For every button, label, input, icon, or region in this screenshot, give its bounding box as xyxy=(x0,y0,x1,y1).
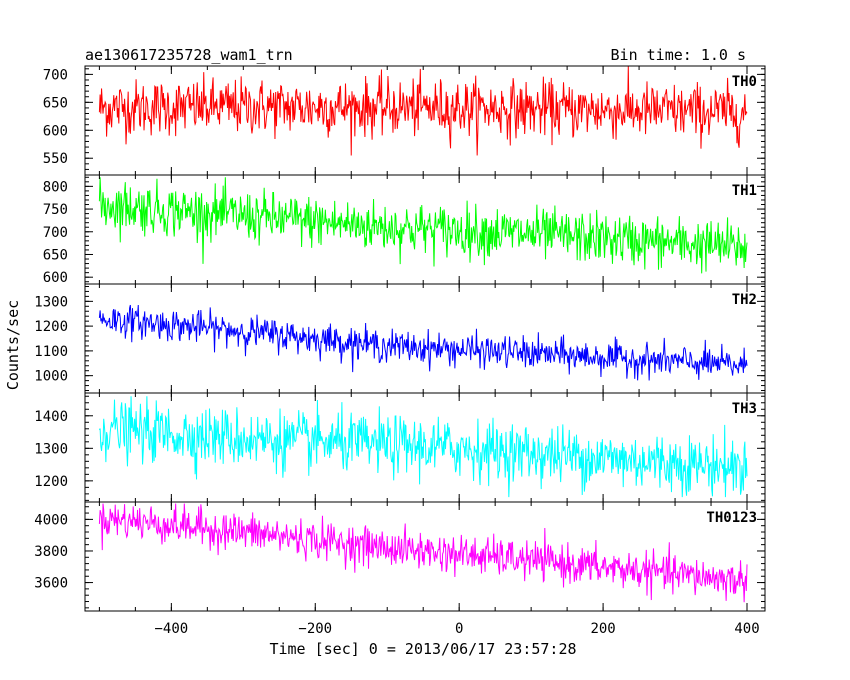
x-axis-label: Time [sec] 0 = 2013/06/17 23:57:28 xyxy=(269,640,576,658)
y-tick-label: 1200 xyxy=(34,319,68,335)
panel-label: TH0 xyxy=(732,74,757,90)
panel-th1: 600 650 700 750 800 TH1 xyxy=(43,174,766,286)
panel-th3: 1200 1300 1400 TH3 xyxy=(34,392,766,503)
y-tick-label: 1400 xyxy=(34,409,68,425)
y-tick-label: 700 xyxy=(43,225,68,241)
panel-label: TH2 xyxy=(732,292,757,308)
panel-frame xyxy=(84,501,766,612)
y-tick-label: 650 xyxy=(43,247,68,263)
panel-th0: 550 600 650 700 TH0 xyxy=(43,65,766,176)
y-tick-label: 600 xyxy=(43,270,68,286)
panel-label: TH3 xyxy=(732,401,757,417)
panel-frame xyxy=(84,283,766,394)
y-tick-label: 1000 xyxy=(34,369,68,385)
y-axis-label: Counts/sec xyxy=(4,300,22,390)
y-tick-label: 1300 xyxy=(34,294,68,310)
panel-th0123: 3600 3800 4000 TH0123 −400 −200 0 200 400 xyxy=(34,501,766,637)
y-tick-label: 1200 xyxy=(34,474,68,490)
y-tick-label: 800 xyxy=(43,179,68,195)
y-tick-label: 1100 xyxy=(34,344,68,360)
y-tick-label: 600 xyxy=(43,123,68,139)
y-tick-label: 4000 xyxy=(34,512,68,528)
x-tick-label: 0 xyxy=(455,621,463,637)
panel-label: TH0123 xyxy=(706,510,757,526)
series-th2 xyxy=(98,304,748,381)
y-tick-label: 1300 xyxy=(34,441,68,457)
series-th0123 xyxy=(98,503,748,603)
y-tick-label: 700 xyxy=(43,67,68,83)
panel-label: TH1 xyxy=(732,183,757,199)
y-tick-label: 3600 xyxy=(34,576,68,592)
y-tick-label: 750 xyxy=(43,202,68,218)
series-th1 xyxy=(98,177,748,274)
panels: 550 600 650 700 TH0 600 650 700 750 800 TH1 1000 110… xyxy=(34,65,766,637)
series-th3 xyxy=(98,396,748,498)
y-tick-label: 3800 xyxy=(34,544,68,560)
x-tick-label: 200 xyxy=(590,621,615,637)
bin-time-label: Bin time: 1.0 s xyxy=(611,46,746,64)
y-tick-label: 550 xyxy=(43,151,68,167)
x-tick-label: −200 xyxy=(298,621,332,637)
panel-frame xyxy=(84,392,766,503)
x-tick-label: −400 xyxy=(154,621,188,637)
chart-title: ae130617235728_wam1_trn xyxy=(85,46,293,64)
series-th0 xyxy=(98,65,748,156)
panel-frame xyxy=(84,65,766,176)
panel-th2: 1000 1100 1200 1300 TH2 xyxy=(34,283,766,394)
x-tick-label: 400 xyxy=(734,621,759,637)
y-tick-label: 650 xyxy=(43,95,68,111)
